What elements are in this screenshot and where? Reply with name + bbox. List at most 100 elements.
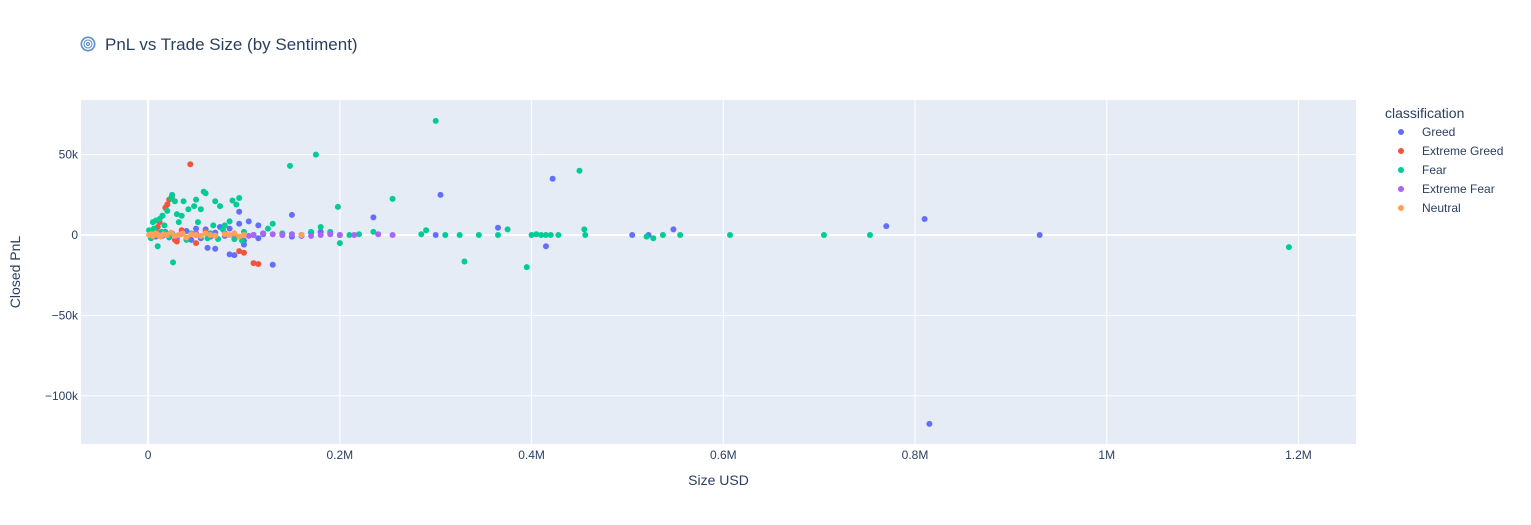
data-point[interactable] — [231, 236, 238, 243]
data-point[interactable] — [389, 232, 396, 239]
data-point[interactable] — [269, 261, 276, 268]
data-point[interactable] — [1285, 244, 1292, 251]
data-point[interactable] — [236, 220, 243, 227]
data-point[interactable] — [298, 232, 305, 239]
data-point[interactable] — [236, 248, 243, 255]
data-point[interactable] — [250, 260, 257, 267]
data-point[interactable] — [236, 233, 243, 240]
data-point[interactable] — [650, 235, 657, 242]
data-point[interactable] — [461, 258, 468, 265]
data-point[interactable] — [193, 240, 200, 247]
data-point[interactable] — [233, 201, 240, 208]
data-point[interactable] — [175, 219, 182, 226]
data-point[interactable] — [670, 226, 677, 233]
data-point[interactable] — [495, 232, 502, 239]
legend-item-greed[interactable]: Greed — [1398, 125, 1455, 139]
data-point[interactable] — [504, 226, 511, 233]
data-point[interactable] — [154, 243, 161, 250]
data-point[interactable] — [629, 232, 636, 239]
data-point[interactable] — [188, 231, 195, 238]
data-point[interactable] — [327, 231, 334, 238]
data-point[interactable] — [245, 232, 252, 239]
data-point[interactable] — [260, 230, 267, 237]
data-point[interactable] — [240, 232, 247, 239]
data-point[interactable] — [866, 232, 873, 239]
data-point[interactable] — [288, 211, 295, 218]
data-point[interactable] — [264, 225, 271, 232]
data-point[interactable] — [538, 232, 545, 239]
data-point[interactable] — [212, 232, 219, 239]
data-point[interactable] — [432, 117, 439, 124]
data-point[interactable] — [279, 232, 286, 239]
data-point[interactable] — [193, 232, 200, 239]
data-point[interactable] — [187, 161, 194, 168]
data-point[interactable] — [523, 264, 530, 271]
data-point[interactable] — [173, 211, 180, 218]
data-point[interactable] — [312, 151, 319, 158]
data-point[interactable] — [336, 232, 343, 239]
data-point[interactable] — [226, 218, 233, 225]
data-point[interactable] — [528, 232, 535, 239]
data-point[interactable] — [547, 232, 554, 239]
data-point[interactable] — [370, 214, 377, 221]
data-point[interactable] — [202, 230, 209, 237]
data-point[interactable] — [432, 232, 439, 239]
legend-item-fear[interactable]: Fear — [1398, 163, 1447, 177]
data-point[interactable] — [231, 252, 238, 259]
data-point[interactable] — [442, 232, 449, 239]
data-point[interactable] — [549, 175, 556, 182]
data-point[interactable] — [643, 233, 650, 240]
data-point[interactable] — [173, 238, 180, 245]
data-point[interactable] — [202, 190, 209, 197]
legend-items[interactable]: Greed Extreme Greed Fear Extreme Fear Neutra… — [1398, 125, 1503, 215]
data-point[interactable] — [269, 220, 276, 227]
data-point[interactable] — [197, 206, 204, 213]
data-point[interactable] — [727, 232, 734, 239]
data-point[interactable] — [677, 232, 684, 239]
data-point[interactable] — [226, 251, 233, 258]
data-point[interactable] — [169, 191, 176, 198]
data-point[interactable] — [334, 203, 341, 210]
data-point[interactable] — [207, 232, 214, 239]
data-point[interactable] — [820, 232, 827, 239]
data-point[interactable] — [456, 232, 463, 239]
data-point[interactable] — [659, 232, 666, 239]
data-point[interactable] — [212, 245, 219, 252]
data-point[interactable] — [191, 203, 198, 210]
data-point[interactable] — [475, 232, 482, 239]
data-point[interactable] — [188, 236, 195, 243]
data-point[interactable] — [164, 201, 171, 208]
data-point[interactable] — [576, 167, 583, 174]
data-point[interactable] — [317, 223, 324, 230]
data-point[interactable] — [533, 231, 540, 238]
data-point[interactable] — [250, 232, 257, 239]
data-point[interactable] — [212, 198, 219, 205]
data-point[interactable] — [288, 231, 295, 238]
data-point[interactable] — [204, 244, 211, 251]
data-point[interactable] — [317, 232, 324, 239]
data-point[interactable] — [269, 231, 276, 238]
data-point[interactable] — [542, 243, 549, 250]
data-point[interactable] — [194, 219, 201, 226]
data-point[interactable] — [197, 232, 204, 239]
data-point[interactable] — [286, 162, 293, 169]
data-point[interactable] — [423, 227, 430, 234]
data-point[interactable] — [236, 195, 243, 202]
data-point[interactable] — [185, 206, 192, 213]
data-point[interactable] — [231, 230, 238, 237]
data-point[interactable] — [581, 226, 588, 233]
legend-item-extreme-greed[interactable]: Extreme Greed — [1398, 144, 1503, 158]
data-point[interactable] — [180, 198, 187, 205]
data-point[interactable] — [193, 196, 200, 203]
data-point[interactable] — [170, 259, 177, 266]
data-point[interactable] — [221, 231, 228, 238]
data-point[interactable] — [240, 249, 247, 256]
data-point[interactable] — [582, 232, 589, 239]
data-point[interactable] — [245, 218, 252, 225]
data-point[interactable] — [351, 232, 358, 239]
data-point[interactable] — [336, 240, 343, 247]
data-point[interactable] — [164, 207, 171, 214]
data-point[interactable] — [226, 225, 233, 232]
data-point[interactable] — [255, 235, 262, 242]
data-point[interactable] — [495, 224, 502, 231]
